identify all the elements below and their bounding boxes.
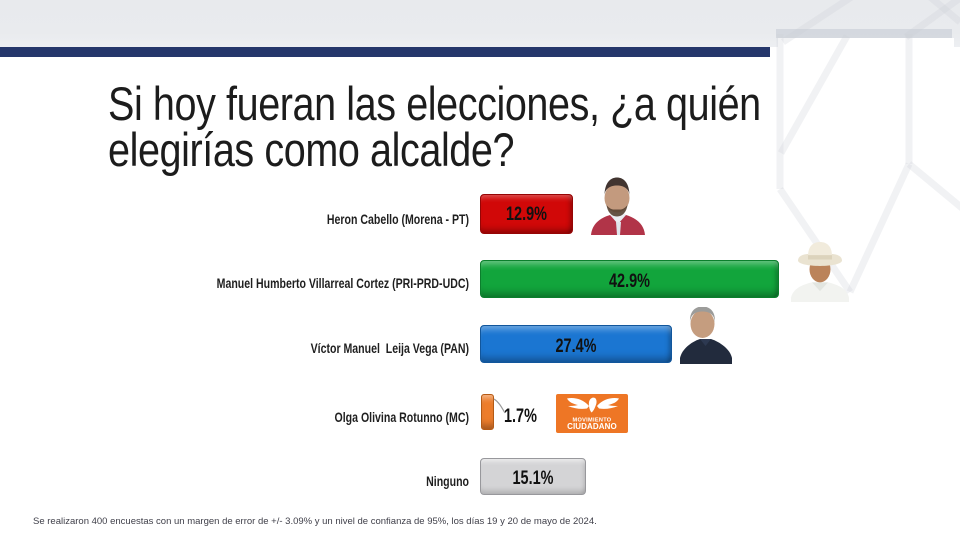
svg-text:MOVIMIENTO: MOVIMIENTO xyxy=(573,418,612,424)
svg-text:CIUDADANO: CIUDADANO xyxy=(567,422,617,431)
